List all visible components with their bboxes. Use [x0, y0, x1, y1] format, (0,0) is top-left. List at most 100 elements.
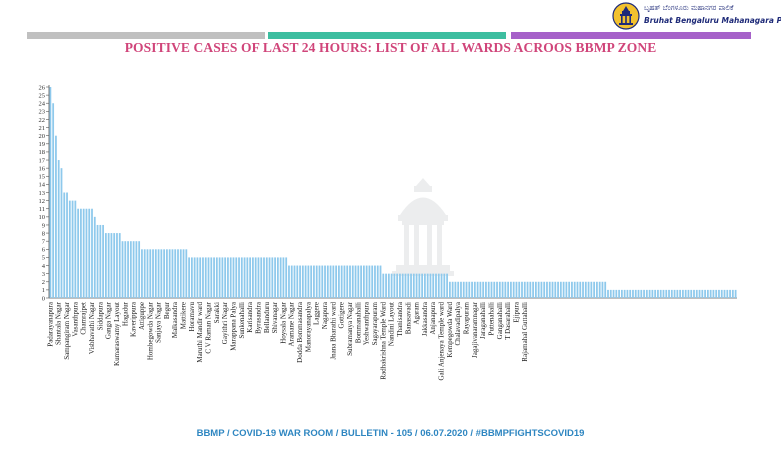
bar	[271, 257, 274, 298]
bar	[260, 257, 263, 298]
bar	[265, 257, 268, 298]
bar	[224, 257, 227, 298]
bar	[565, 281, 568, 298]
x-tick-label: Anjanapura	[429, 301, 437, 335]
x-tick-label: Sunkenahalli	[238, 302, 246, 339]
chart-bars	[49, 87, 737, 298]
x-tick-label: Hoysala Nagar	[279, 301, 287, 343]
bar	[651, 289, 654, 298]
bar	[401, 273, 404, 298]
bar	[404, 273, 407, 298]
bar	[263, 257, 265, 298]
bar	[421, 273, 424, 298]
bar	[715, 289, 718, 298]
bar	[52, 103, 55, 298]
bar	[415, 273, 418, 298]
x-tick-label: Begur	[163, 301, 171, 319]
bar	[493, 281, 496, 298]
bar	[537, 281, 540, 298]
bar	[410, 273, 412, 298]
bar	[93, 216, 96, 298]
bar	[593, 281, 596, 298]
bar	[559, 281, 562, 298]
bar	[693, 289, 695, 298]
bar	[332, 265, 335, 298]
x-tick-label: Rayapuram	[463, 301, 471, 334]
bar	[171, 249, 174, 298]
x-tick-label: Aramane Nagar	[288, 301, 296, 346]
bar	[174, 249, 177, 298]
bar	[526, 281, 529, 298]
bar	[279, 257, 282, 298]
bar	[462, 281, 465, 298]
bar	[668, 289, 670, 298]
y-tick-label: 16	[39, 165, 46, 172]
bar	[385, 273, 387, 298]
y-tick-label: 17	[39, 157, 46, 164]
bar	[518, 281, 521, 298]
bar	[310, 265, 313, 298]
x-tick-label: Nagapura	[321, 301, 329, 329]
bar	[379, 265, 382, 298]
bar	[82, 208, 85, 298]
bar	[196, 257, 199, 298]
bar	[424, 273, 426, 298]
bar	[102, 224, 104, 298]
bar	[615, 289, 618, 298]
bbmp-emblem-icon	[612, 2, 640, 30]
bar	[534, 281, 537, 298]
bar	[210, 257, 213, 298]
bar	[304, 265, 307, 298]
bar	[532, 281, 534, 298]
bar	[576, 281, 579, 298]
x-tick-label: Hombegowda Nagar	[146, 301, 154, 360]
x-tick-label: Ejipura	[512, 301, 520, 322]
bar	[673, 289, 676, 298]
vidhana-soudha-watermark	[392, 178, 454, 276]
y-tick-label: 22	[39, 117, 46, 124]
bar	[654, 289, 657, 298]
bar	[540, 281, 543, 298]
header-strip-teal	[268, 32, 506, 39]
bar	[546, 281, 548, 298]
bar	[612, 289, 615, 298]
bar	[49, 87, 52, 298]
bar	[91, 208, 93, 298]
y-tick-label: 11	[39, 206, 45, 213]
x-tick-label: Kaverippura	[130, 301, 138, 337]
x-tick-label: Horamavu	[188, 302, 196, 332]
bar	[77, 208, 80, 298]
bar	[432, 273, 435, 298]
x-tick-label: Shivanagar	[271, 301, 279, 333]
bar	[321, 265, 324, 298]
x-tick-label: Gali Anjenaya Temple ward	[438, 302, 446, 381]
x-tick-label: Ganganahalli	[496, 302, 504, 339]
bar	[376, 265, 379, 298]
x-tick-label: Manorayanapalya	[304, 301, 312, 352]
bar	[368, 265, 371, 298]
bar	[712, 289, 715, 298]
bar	[504, 281, 507, 298]
bar	[435, 273, 437, 298]
bar	[215, 257, 218, 298]
bar	[690, 289, 693, 298]
x-tick-label: Ganga Nagar	[105, 301, 113, 339]
bar	[243, 257, 246, 298]
bar	[548, 281, 551, 298]
bar	[104, 233, 107, 298]
bar	[157, 249, 160, 298]
bar	[146, 249, 149, 298]
bar	[113, 233, 116, 298]
y-tick-label: 23	[39, 109, 46, 116]
bar	[607, 289, 609, 298]
bar	[382, 273, 385, 298]
bar	[543, 281, 546, 298]
bar	[573, 281, 576, 298]
y-tick-label: 10	[39, 214, 46, 221]
x-tick-label: Jagajivanaramnagar	[471, 301, 479, 358]
x-tick-label: Puttenahalli	[487, 302, 495, 335]
bar	[598, 281, 601, 298]
bar	[63, 192, 66, 298]
bar	[568, 281, 571, 298]
bar	[695, 289, 698, 298]
